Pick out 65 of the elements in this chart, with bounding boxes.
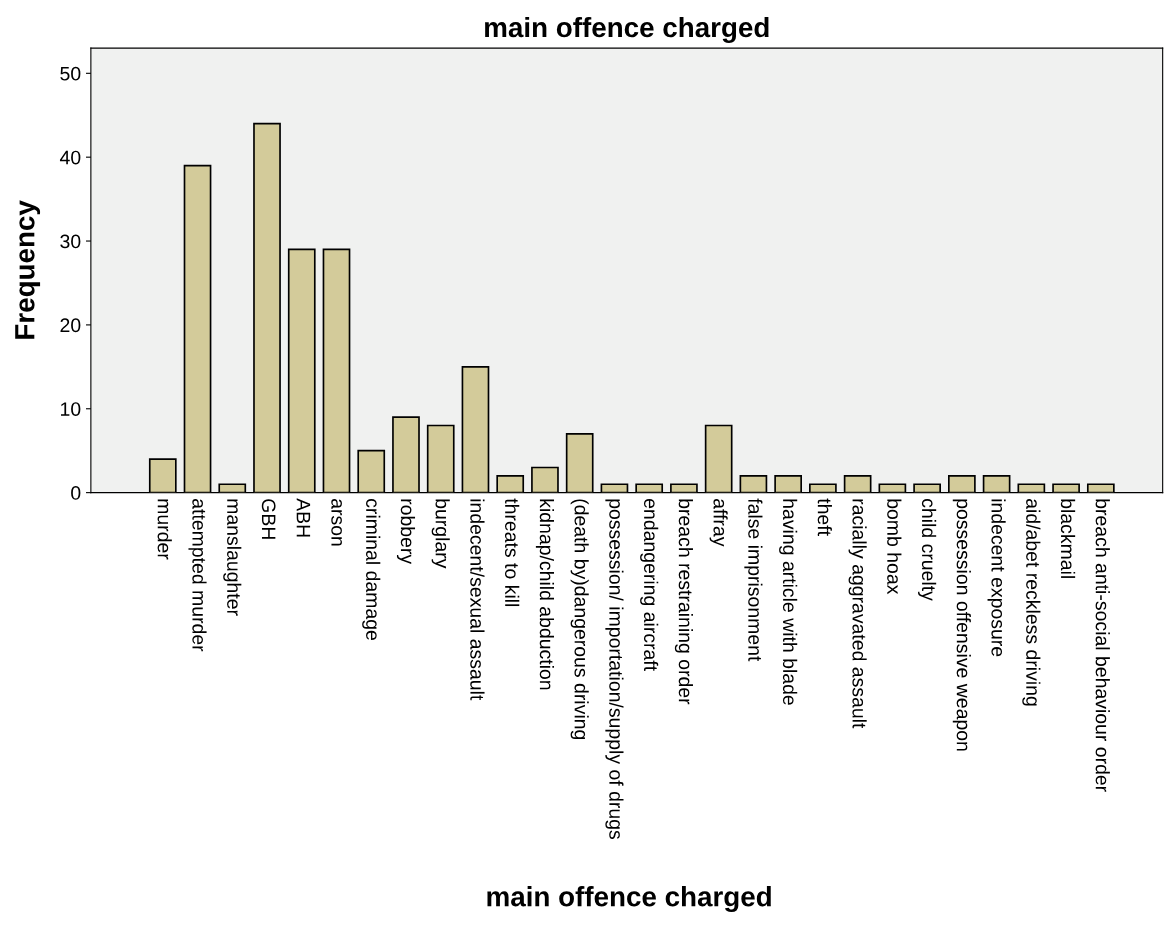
y-tick-label: 20 <box>60 318 81 333</box>
bar <box>774 475 803 493</box>
bar <box>253 122 281 493</box>
x-tick-label: manslaughter <box>223 499 242 616</box>
bar <box>670 483 698 493</box>
x-tick-label: child cruelty <box>918 499 937 601</box>
bar <box>565 433 594 493</box>
bar <box>878 483 907 493</box>
y-tick-label: 10 <box>61 402 81 416</box>
x-tick-label: GBH <box>261 499 276 539</box>
bar <box>635 483 664 493</box>
bar <box>287 248 316 493</box>
bar <box>1017 483 1046 493</box>
y-tick-label: 0 <box>71 486 81 500</box>
x-tick-label: indecent exposure <box>987 499 1006 657</box>
x-tick-label: endangering aircraft <box>640 499 659 671</box>
x-tick-label: possession/ importation/supply of drugs <box>605 499 624 840</box>
x-tick-label: attempted murder <box>188 499 207 652</box>
x-tick-label: possession offensive weapon <box>952 499 971 751</box>
x-tick-label: theft <box>817 498 832 536</box>
x-tick-label: false imprisonment <box>744 498 763 662</box>
y-tick-label: 30 <box>60 234 81 249</box>
bar <box>1086 483 1115 493</box>
bar <box>600 483 629 493</box>
x-tick-label: arson <box>331 499 342 546</box>
bar <box>843 475 872 493</box>
bar <box>218 483 247 493</box>
bar <box>461 366 490 493</box>
y-tick-label: 50 <box>60 66 81 81</box>
x-tick-label: robbery <box>396 499 416 565</box>
x-tick-label: affray <box>709 499 728 547</box>
bar <box>496 475 525 493</box>
bar <box>739 475 768 493</box>
x-tick-label: criminal damage <box>362 499 381 640</box>
x-tick-label: threats to kill <box>504 498 520 607</box>
bar <box>809 483 837 493</box>
bar <box>947 475 976 493</box>
x-tick-label: ABH <box>296 498 311 537</box>
bar <box>982 475 1011 493</box>
bar <box>704 424 733 493</box>
x-tick-label: murder <box>157 499 172 560</box>
bar <box>426 424 455 493</box>
bar <box>531 466 559 493</box>
x-axis-title: main offence charged <box>487 886 771 913</box>
bar <box>913 483 941 493</box>
x-tick-label: breach restraining order <box>674 499 693 705</box>
x-tick-label: indecent/sexual assault <box>470 499 485 701</box>
x-tick-label: (death by)dangerous driving <box>570 499 589 740</box>
chart-title: main offence charged <box>485 16 769 43</box>
bar <box>1052 483 1080 493</box>
x-tick-label: blackmail <box>1060 499 1076 578</box>
x-tick-label: having article with blade <box>779 499 798 705</box>
bar <box>148 458 177 493</box>
x-tick-label: kidnap/child abduction <box>535 499 555 690</box>
x-tick-label: burglary <box>431 499 450 569</box>
bar <box>357 449 386 493</box>
x-tick-label: racially aggravated assault <box>848 499 867 729</box>
bar <box>183 164 212 493</box>
bar <box>322 248 351 493</box>
bar <box>392 416 420 493</box>
y-tick-label: 40 <box>59 150 81 165</box>
x-tick-label: bomb hoax <box>887 499 902 595</box>
x-tick-label: aid/abet reckless driving <box>1022 499 1041 706</box>
x-tick-label: breach anti-social behaviour order <box>1095 499 1110 792</box>
y-axis-title: Frequency <box>15 200 41 339</box>
